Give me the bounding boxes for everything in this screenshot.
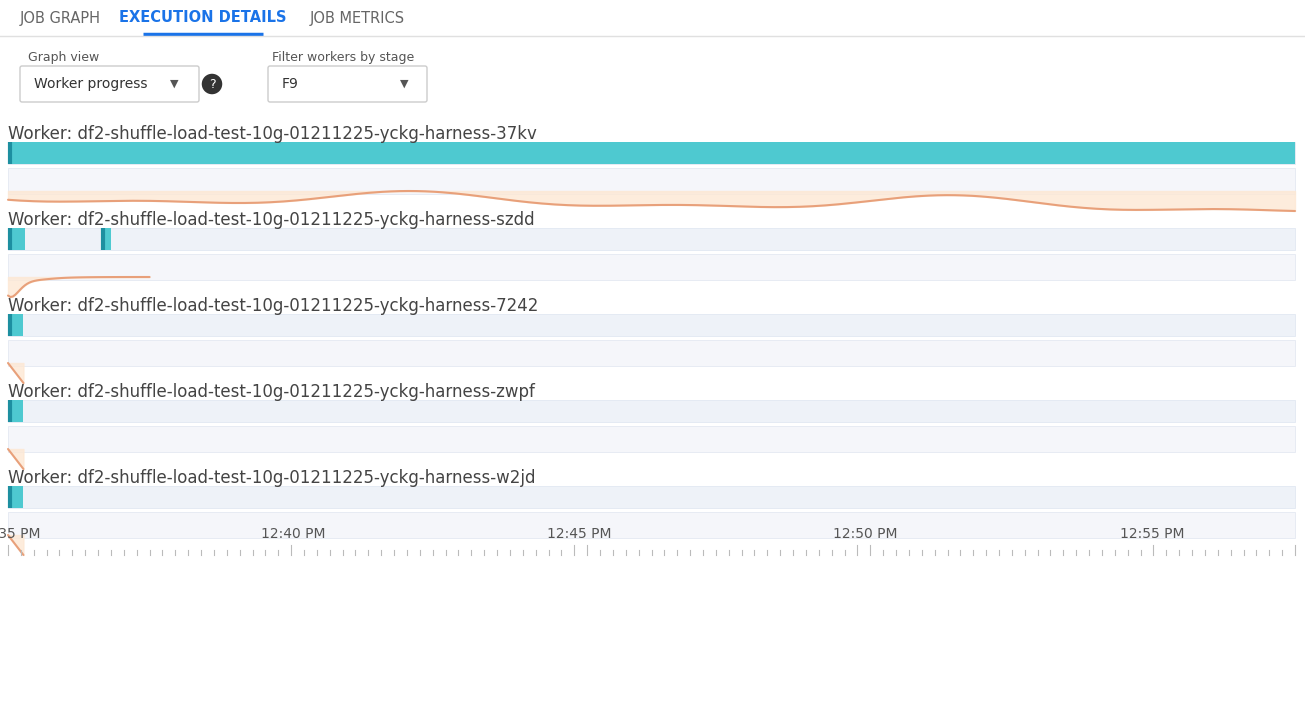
Text: Worker progress: Worker progress — [34, 77, 147, 91]
Bar — [8, 142, 1295, 164]
Bar — [8, 228, 25, 250]
Bar — [8, 168, 1295, 194]
Text: 12:35 PM: 12:35 PM — [0, 527, 40, 541]
Bar — [8, 512, 1295, 538]
Bar — [8, 142, 1295, 164]
Text: JOB GRAPH: JOB GRAPH — [20, 11, 100, 26]
Bar — [8, 400, 1295, 422]
Bar — [102, 228, 111, 250]
Bar — [8, 486, 23, 508]
Text: F9: F9 — [282, 77, 299, 91]
Bar — [8, 314, 23, 336]
Bar — [8, 340, 1295, 366]
Bar — [8, 314, 1295, 336]
Text: Worker: df2-shuffle-load-test-10g-01211225-yckg-harness-szdd: Worker: df2-shuffle-load-test-10g-012112… — [8, 211, 535, 229]
Bar — [8, 426, 1295, 452]
Text: EXECUTION DETAILS: EXECUTION DETAILS — [119, 11, 287, 26]
Text: 12:40 PM: 12:40 PM — [261, 527, 326, 541]
Text: ▼: ▼ — [170, 79, 179, 89]
Text: Worker: df2-shuffle-load-test-10g-01211225-yckg-harness-7242: Worker: df2-shuffle-load-test-10g-012112… — [8, 297, 539, 315]
Text: 12:50 PM: 12:50 PM — [833, 527, 898, 541]
Text: Graph view: Graph view — [27, 52, 99, 64]
Text: 12:55 PM: 12:55 PM — [1120, 527, 1185, 541]
FancyBboxPatch shape — [20, 66, 198, 102]
FancyBboxPatch shape — [268, 66, 427, 102]
Bar — [8, 254, 1295, 280]
Text: ▼: ▼ — [401, 79, 408, 89]
Text: 12:45 PM: 12:45 PM — [547, 527, 612, 541]
Text: Worker: df2-shuffle-load-test-10g-01211225-yckg-harness-37kv: Worker: df2-shuffle-load-test-10g-012112… — [8, 125, 536, 143]
Bar — [8, 228, 1295, 250]
Text: ?: ? — [209, 77, 215, 90]
Text: Filter workers by stage: Filter workers by stage — [271, 52, 414, 64]
Text: Worker: df2-shuffle-load-test-10g-01211225-yckg-harness-w2jd: Worker: df2-shuffle-load-test-10g-012112… — [8, 469, 535, 487]
Text: Worker: df2-shuffle-load-test-10g-01211225-yckg-harness-zwpf: Worker: df2-shuffle-load-test-10g-012112… — [8, 383, 535, 401]
Bar — [8, 486, 1295, 508]
Text: JOB METRICS: JOB METRICS — [309, 11, 405, 26]
Bar — [8, 400, 23, 422]
